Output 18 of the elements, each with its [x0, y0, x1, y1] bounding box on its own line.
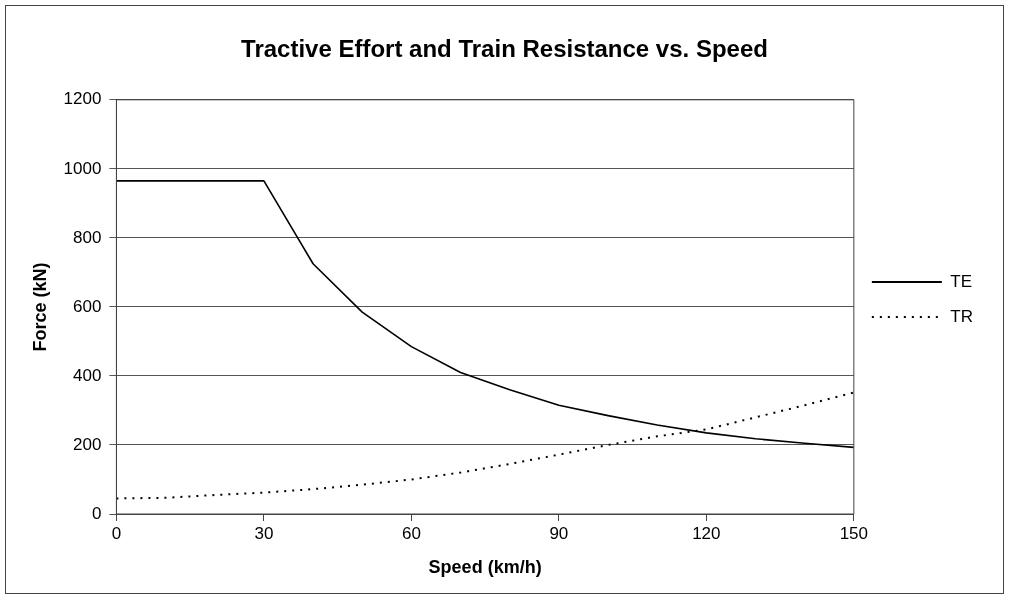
y-axis-title: Force (kN) [29, 262, 50, 352]
x-tick-label: 120 [692, 523, 721, 543]
x-tick-label: 0 [111, 523, 122, 543]
y-tick-label: 800 [73, 227, 102, 247]
chart-title: Tractive Effort and Train Resistance vs. Speed [241, 35, 768, 63]
x-tick-label: 150 [839, 523, 869, 543]
y-tick-label: 400 [73, 365, 102, 385]
x-tick-label: 30 [254, 523, 274, 543]
x-tick-label: 90 [549, 523, 569, 543]
legend-label: TE [950, 271, 973, 291]
legend-label: TR [950, 306, 974, 326]
y-tick-label: 200 [73, 434, 102, 454]
y-tick-label: 0 [91, 503, 102, 523]
x-axis-title: Speed (km/h) [428, 557, 542, 578]
y-tick-label: 1000 [63, 158, 102, 178]
y-tick-label: 600 [73, 296, 102, 316]
x-tick-label: 60 [401, 523, 421, 543]
y-tick-label: 1200 [63, 89, 102, 109]
